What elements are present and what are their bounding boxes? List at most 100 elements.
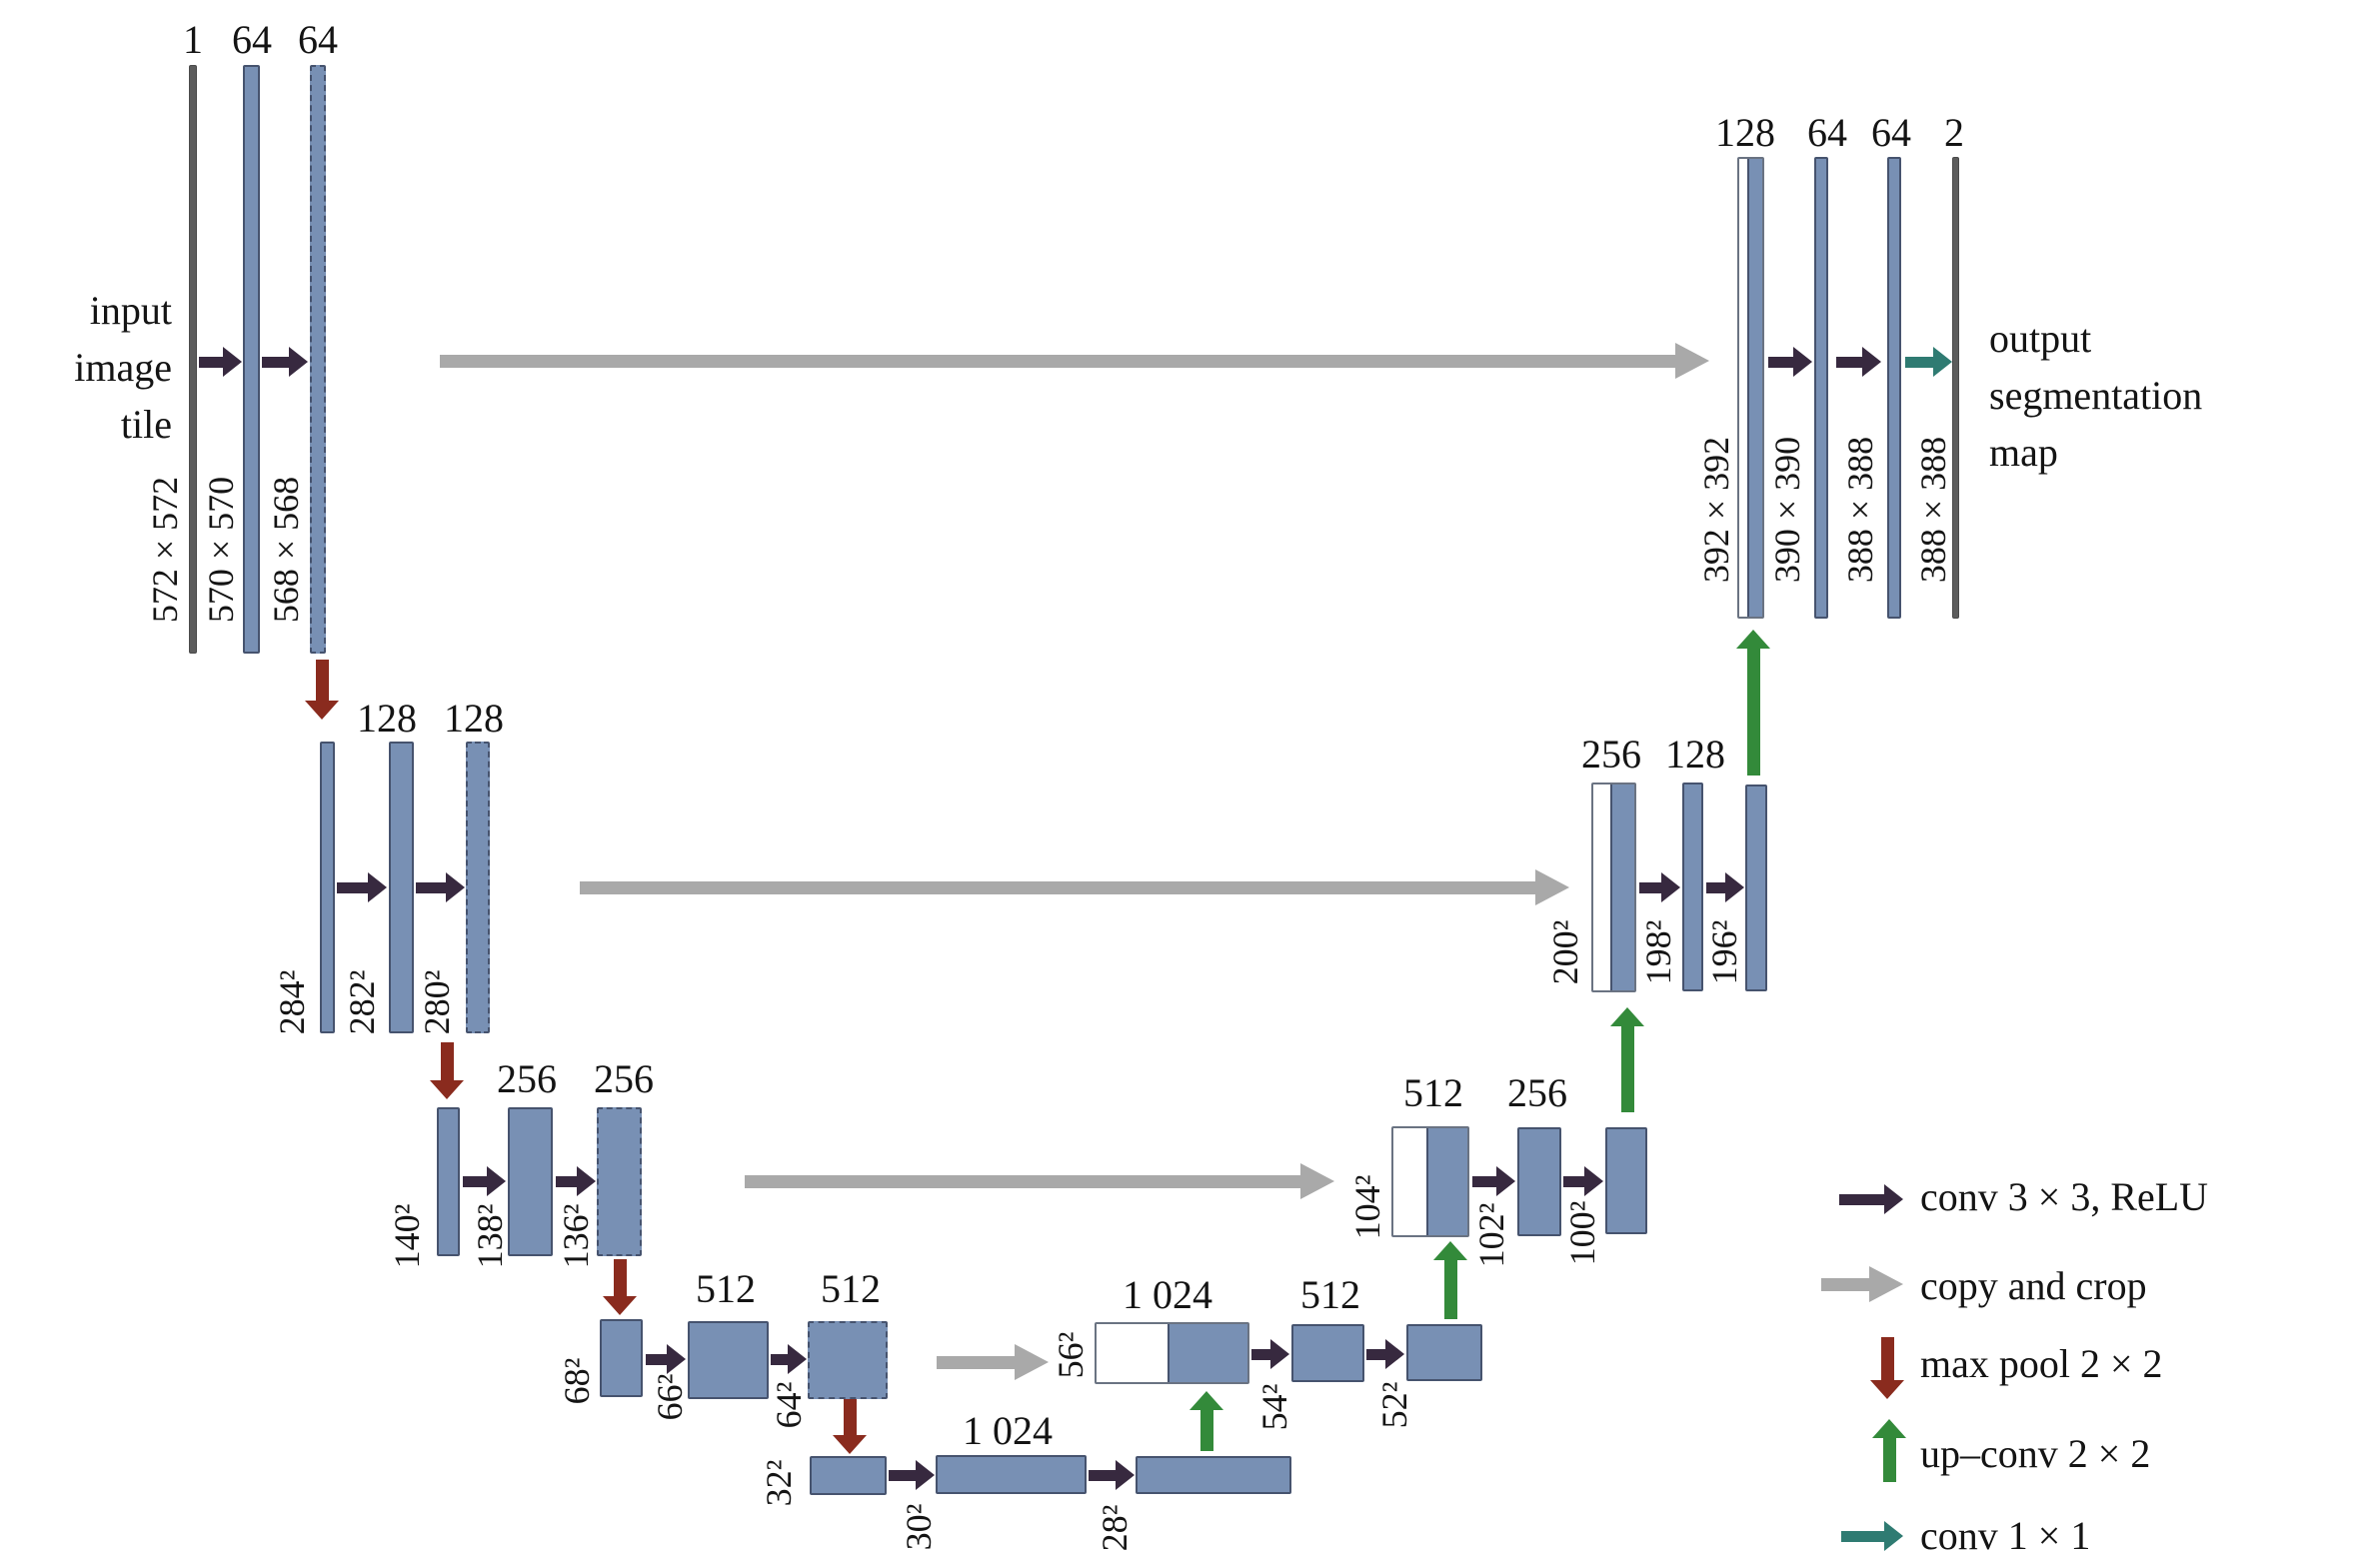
- feature-map-bar: [389, 742, 414, 1033]
- legend-maxpool-arrow-icon: [1870, 1337, 1904, 1399]
- conv3x3-arrow: [646, 1344, 686, 1374]
- feature-map-bar: [600, 1319, 643, 1397]
- maxpool-arrow: [305, 660, 339, 720]
- channel-count-label: 128: [444, 696, 504, 741]
- copy-crop-arrow: [580, 869, 1569, 905]
- legend-conv1x1-arrow-icon: [1841, 1521, 1903, 1551]
- feature-size-label: 32²: [759, 1459, 799, 1507]
- conv3x3-arrow: [771, 1344, 807, 1374]
- feature-size-label: 102²: [1471, 1202, 1511, 1268]
- feature-size-label: 198²: [1638, 919, 1678, 985]
- channel-count-label: 64: [1871, 110, 1911, 155]
- channel-count-label: 256: [497, 1056, 557, 1101]
- feature-size-label: 200²: [1545, 919, 1585, 985]
- copied-half: [1739, 159, 1747, 617]
- feature-map-bar: [437, 1107, 460, 1256]
- feature-size-label: 390 × 390: [1767, 436, 1807, 584]
- channel-count-label: 512: [821, 1266, 881, 1311]
- channel-count-label: 512: [1300, 1272, 1360, 1317]
- feature-size-label: 100²: [1562, 1200, 1602, 1266]
- upconv-half: [1168, 1324, 1247, 1382]
- feature-size-label: 392 × 392: [1696, 436, 1736, 584]
- feature-map-bar: [810, 1456, 887, 1495]
- feature-size-label: 30²: [899, 1503, 939, 1551]
- maxpool-arrow: [833, 1399, 867, 1454]
- feature-size-label: 56²: [1051, 1331, 1091, 1379]
- channel-count-label: 64: [298, 17, 338, 62]
- conv3x3-arrow: [1768, 347, 1812, 377]
- feature-size-label: 66²: [650, 1373, 690, 1421]
- legend-label: max pool 2 × 2: [1920, 1341, 2163, 1386]
- feature-map-bar: [320, 742, 335, 1033]
- conv3x3-arrow: [556, 1166, 596, 1196]
- concatenated-feature-map-bar: [1737, 157, 1764, 619]
- feature-map-bar: [1814, 157, 1828, 619]
- feature-size-label: 138²: [470, 1203, 510, 1269]
- conv3x3-arrow: [889, 1460, 935, 1490]
- copied-feature-map-bar: [808, 1321, 888, 1399]
- feature-size-label: 28²: [1095, 1504, 1135, 1552]
- feature-map-bar: [688, 1321, 769, 1399]
- copied-half: [1393, 1128, 1426, 1235]
- copied-feature-map-bar: [597, 1107, 642, 1256]
- annotation-line: output: [1989, 316, 2092, 361]
- conv3x3-arrow: [1836, 347, 1881, 377]
- feature-size-label: 572 × 572: [145, 476, 185, 624]
- feature-map-bar: [1682, 783, 1703, 991]
- annotation-line: segmentation: [1989, 373, 2203, 418]
- channel-count-label: 128: [1665, 732, 1725, 777]
- legend-conv3x3-arrow-icon: [1839, 1184, 1903, 1214]
- feature-size-label: 282²: [342, 969, 382, 1035]
- conv3x3-arrow: [1563, 1166, 1603, 1196]
- channel-count-label: 256: [594, 1056, 654, 1101]
- feature-map-bar: [1887, 157, 1901, 619]
- channel-count-label: 128: [357, 696, 417, 741]
- upconv-arrow: [1189, 1391, 1223, 1451]
- feature-size-label: 196²: [1704, 919, 1744, 985]
- feature-size-label: 68²: [557, 1357, 597, 1405]
- concatenated-feature-map-bar: [1095, 1322, 1249, 1384]
- annotation-line: image: [74, 345, 172, 390]
- input-image-tile-label: input image tile: [38, 282, 172, 453]
- conv3x3-arrow: [1366, 1339, 1404, 1369]
- feature-map-bar: [1745, 784, 1767, 991]
- upconv-arrow: [1433, 1241, 1467, 1319]
- conv3x3-arrow: [1251, 1339, 1289, 1369]
- feature-size-label: 136²: [556, 1203, 596, 1269]
- feature-size-label: 104²: [1347, 1174, 1387, 1240]
- upconv-half: [1426, 1128, 1467, 1235]
- channel-count-label: 1 024: [1123, 1272, 1212, 1317]
- channel-count-label: 2: [1944, 110, 1964, 155]
- annotation-line: tile: [120, 402, 172, 447]
- annotation-line: input: [89, 288, 172, 333]
- legend-copy-crop-arrow-icon: [1821, 1266, 1903, 1302]
- concatenated-feature-map-bar: [1591, 783, 1636, 992]
- feature-map-bar: [1406, 1324, 1482, 1381]
- output-map-bar: [1952, 157, 1959, 619]
- legend-label: copy and crop: [1920, 1263, 2147, 1308]
- upconv-half: [1610, 784, 1634, 990]
- channel-count-label: 512: [1403, 1070, 1463, 1115]
- feature-map-bar: [1605, 1127, 1647, 1234]
- conv3x3-arrow: [262, 347, 308, 377]
- channel-count-label: 256: [1507, 1070, 1567, 1115]
- upconv-half: [1747, 159, 1762, 617]
- feature-map-bar: [1517, 1127, 1561, 1236]
- feature-size-label: 388 × 388: [1840, 436, 1880, 584]
- channel-count-label: 1 024: [963, 1408, 1053, 1453]
- legend-upconv-arrow-icon: [1872, 1419, 1906, 1482]
- conv3x3-arrow: [1089, 1460, 1135, 1490]
- conv3x3-arrow: [463, 1166, 506, 1196]
- channel-count-label: 256: [1581, 732, 1641, 777]
- feature-map-bar: [1136, 1456, 1291, 1494]
- feature-size-label: 284²: [272, 969, 312, 1035]
- copied-half: [1097, 1324, 1168, 1382]
- conv1x1-arrow: [1905, 347, 1952, 377]
- feature-map-bar: [243, 65, 260, 654]
- annotation-line: map: [1989, 430, 2058, 475]
- conv3x3-arrow: [416, 872, 465, 902]
- copied-half: [1593, 784, 1610, 990]
- conv3x3-arrow: [1706, 872, 1744, 902]
- maxpool-arrow: [430, 1042, 464, 1099]
